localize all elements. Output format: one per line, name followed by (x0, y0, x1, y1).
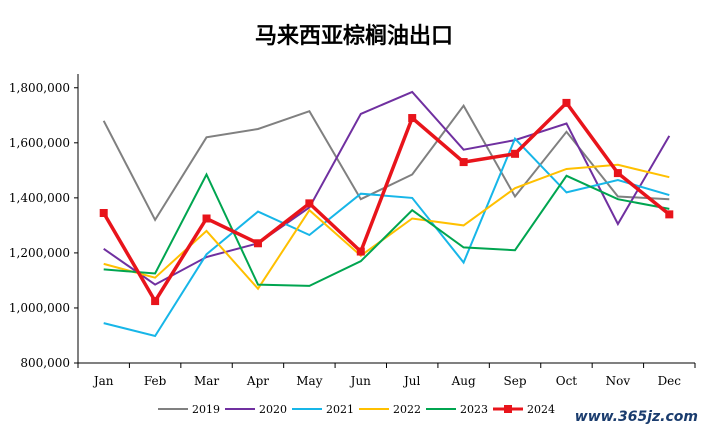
data-point-2024 (253, 239, 262, 248)
y-tick-label: 1,200,000 (9, 246, 70, 260)
data-point-2024 (408, 114, 417, 123)
x-tick-label: Jan (92, 374, 114, 388)
legend-label-2024: 2024 (527, 403, 555, 416)
x-tick-label: Oct (556, 374, 578, 388)
legend-label-2019: 2019 (192, 403, 220, 416)
x-tick-label: Nov (606, 374, 631, 388)
y-tick-label: 1,600,000 (9, 136, 70, 150)
x-tick-label: Aug (451, 374, 476, 388)
data-point-2024 (99, 208, 108, 217)
legend-label-2020: 2020 (259, 403, 287, 416)
chart-title: 马来西亚棕榈油出口 (254, 24, 453, 49)
x-tick-label: Feb (144, 374, 167, 388)
series-line-2024 (102, 100, 671, 305)
x-tick-label: Mar (194, 374, 219, 388)
series-line-2019 (102, 103, 670, 222)
data-point-2024 (511, 149, 520, 158)
x-tick-label: Apr (246, 374, 269, 388)
data-point-2024 (305, 199, 314, 208)
x-tick-label: May (296, 374, 322, 388)
series-line-2021 (103, 136, 670, 338)
watermark: www.365jz.com (574, 409, 698, 425)
y-tick-label: 1,400,000 (9, 191, 70, 205)
data-point-2024 (613, 169, 622, 178)
data-point-2024 (459, 158, 468, 167)
legend-label-2023: 2023 (460, 403, 488, 416)
data-point-2024 (202, 214, 211, 223)
x-tick-label: Jul (402, 374, 421, 388)
data-point-2024 (151, 297, 160, 306)
legend-marker-2024 (504, 405, 512, 413)
series-line-2020 (103, 90, 671, 286)
data-point-2024 (665, 210, 674, 219)
x-tick-label: Sep (504, 374, 527, 388)
x-tick-label: Dec (658, 374, 682, 388)
y-tick-label: 1,800,000 (9, 81, 70, 95)
x-tick-label: Jun (349, 374, 372, 388)
legend-label-2021: 2021 (326, 403, 354, 416)
data-point-2024 (356, 247, 365, 256)
data-point-2024 (562, 98, 571, 107)
y-tick-label: 1,000,000 (9, 301, 70, 315)
series-line-2023 (103, 172, 670, 287)
legend-label-2022: 2022 (393, 403, 421, 416)
y-tick-label: 800,000 (20, 356, 70, 370)
